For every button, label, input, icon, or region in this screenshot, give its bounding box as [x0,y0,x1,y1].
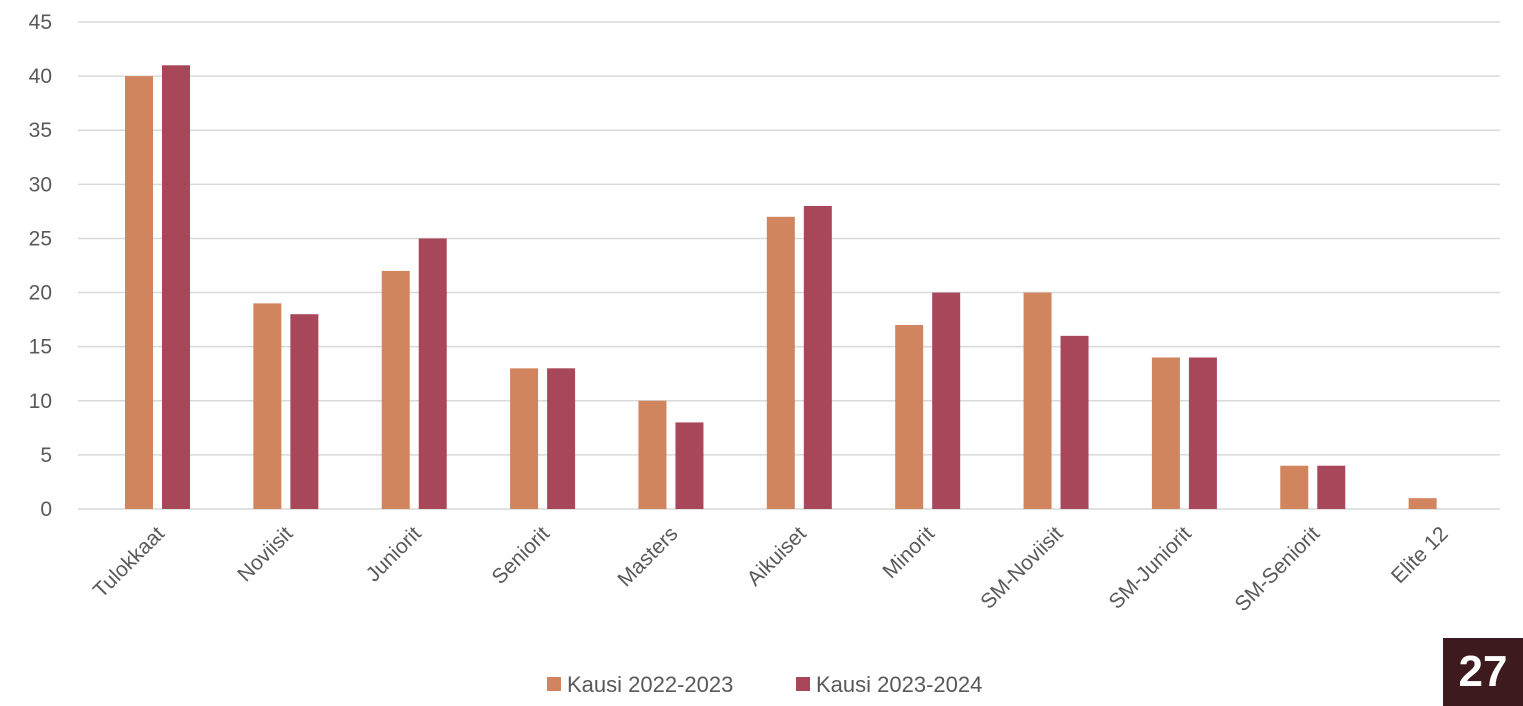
x-category-label: Elite 12 [1387,522,1453,588]
x-category-label: SM-Juniorit [1105,522,1196,613]
y-tick-label: 5 [40,444,52,467]
bar-2022-2023-sm-juniorit [1151,357,1180,509]
y-tick-label: 15 [29,336,52,359]
bar-2023-2024-tulokkaat [162,65,190,510]
x-category-label: Seniorit [488,522,555,589]
bar-2022-2023-juniorit [381,270,410,509]
bar-2023-2024-masters [675,422,704,509]
y-tick-label: 40 [29,65,52,88]
bar-2022-2023-sm-noviisit [1023,292,1052,509]
x-category-label: Juniorit [362,522,426,586]
y-tick-label: 25 [29,227,52,250]
y-tick-label: 30 [29,173,52,196]
legend-label: Kausi 2023-2024 [816,672,982,697]
bar-2023-2024-seniorit [547,368,576,509]
bar-2023-2024-sm-noviisit [1060,335,1089,509]
bar-2023-2024-juniorit [418,238,447,509]
x-category-label: Masters [613,522,682,591]
x-category-label: Minorit [878,522,939,583]
y-tick-label: 35 [29,119,52,142]
x-category-label: SM-Seniorit [1230,522,1324,616]
y-axis-ticks: 0 5 10 15 20 25 30 35 40 45 [29,11,52,521]
legend-swatch [547,677,561,691]
bar-2023-2024-sm-juniorit [1188,357,1217,509]
bars [125,65,1437,510]
y-tick-label: 10 [29,390,52,413]
bar-2022-2023-elite-12 [1408,498,1437,509]
bar-2022-2023-masters [638,400,667,509]
y-tick-label: 45 [29,11,52,34]
bar-2022-2023-aikuiset [766,216,795,510]
bar-2023-2024-aikuiset [803,205,832,509]
legend-label: Kausi 2022-2023 [567,672,733,697]
bar-2023-2024-sm-seniorit [1317,465,1346,509]
bar-2022-2023-sm-seniorit [1280,465,1309,509]
bar-2022-2023-minorit [895,325,924,509]
bar-2023-2024-minorit [932,292,961,509]
y-tick-label: 20 [29,282,52,305]
x-category-label: Noviisit [233,522,297,586]
x-axis-categories: Tulokkaat Noviisit Juniorit Seniorit Masters… [89,522,1453,616]
bar-2022-2023-seniorit [510,368,539,509]
page-number: 27 [1458,647,1508,696]
x-category-label: SM-Noviisit [976,522,1067,613]
y-tick-label: 0 [40,498,52,521]
bar-2022-2023-noviisit [253,303,282,509]
x-category-label: Aikuiset [743,522,811,590]
x-category-label: Tulokkaat [89,522,169,602]
legend-swatch [796,677,810,691]
bar-2023-2024-noviisit [290,314,319,509]
bar-2022-2023-tulokkaat [125,76,153,509]
page-number-badge: 27 [1443,638,1523,706]
legend: Kausi 2022-2023 Kausi 2023-2024 [547,672,982,697]
